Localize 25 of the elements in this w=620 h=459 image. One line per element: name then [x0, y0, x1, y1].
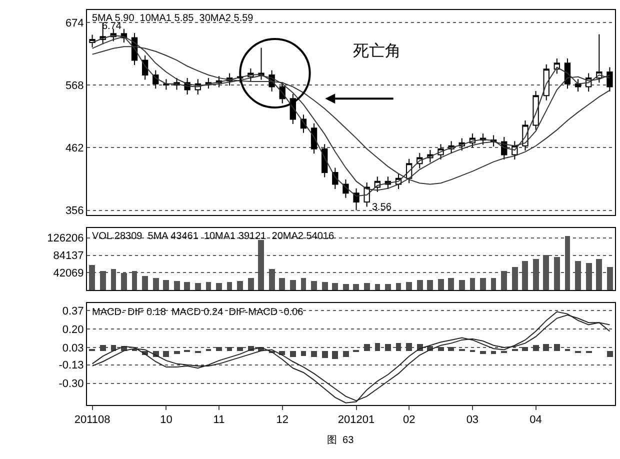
y-tick-label: 356: [65, 205, 84, 218]
y-tick-label: 0.20: [62, 324, 84, 336]
annotation: 死亡角: [353, 42, 401, 60]
annotation: VOL 28309 5MA 43461 10MA1 39121 20MA2 54016: [92, 231, 334, 242]
x-tick-label: 11: [213, 414, 225, 426]
x-tick-label: 201108: [74, 414, 110, 426]
x-tick-label: 02: [402, 414, 416, 426]
y-tick-label: 0.03: [62, 342, 84, 354]
y-tick-label: 0.37: [62, 306, 84, 318]
y-tick-label: 84137: [53, 250, 84, 262]
annotation: 3.56: [372, 202, 392, 213]
y-tick-label: 42069: [53, 268, 84, 280]
x-tick-label: 12: [276, 414, 288, 426]
caption: 图 63: [327, 435, 354, 446]
y-tick-label: 462: [65, 142, 84, 154]
y-tick-label: 568: [65, 80, 84, 92]
y-tick-label: 674: [65, 17, 84, 30]
annotation: MACD- DIF 0.18 MACD 0.24 DIF-MACD -0.06: [92, 307, 304, 318]
x-tick-label: 04: [530, 414, 542, 426]
x-tick-label: 10: [160, 414, 172, 426]
y-tick-label: -0.13: [58, 360, 84, 372]
y-tick-label: -0.30: [58, 378, 84, 390]
y-tick-label: 126206: [47, 232, 84, 245]
x-tick-label: 03: [466, 414, 479, 426]
x-tick-label: 201201: [338, 414, 375, 426]
